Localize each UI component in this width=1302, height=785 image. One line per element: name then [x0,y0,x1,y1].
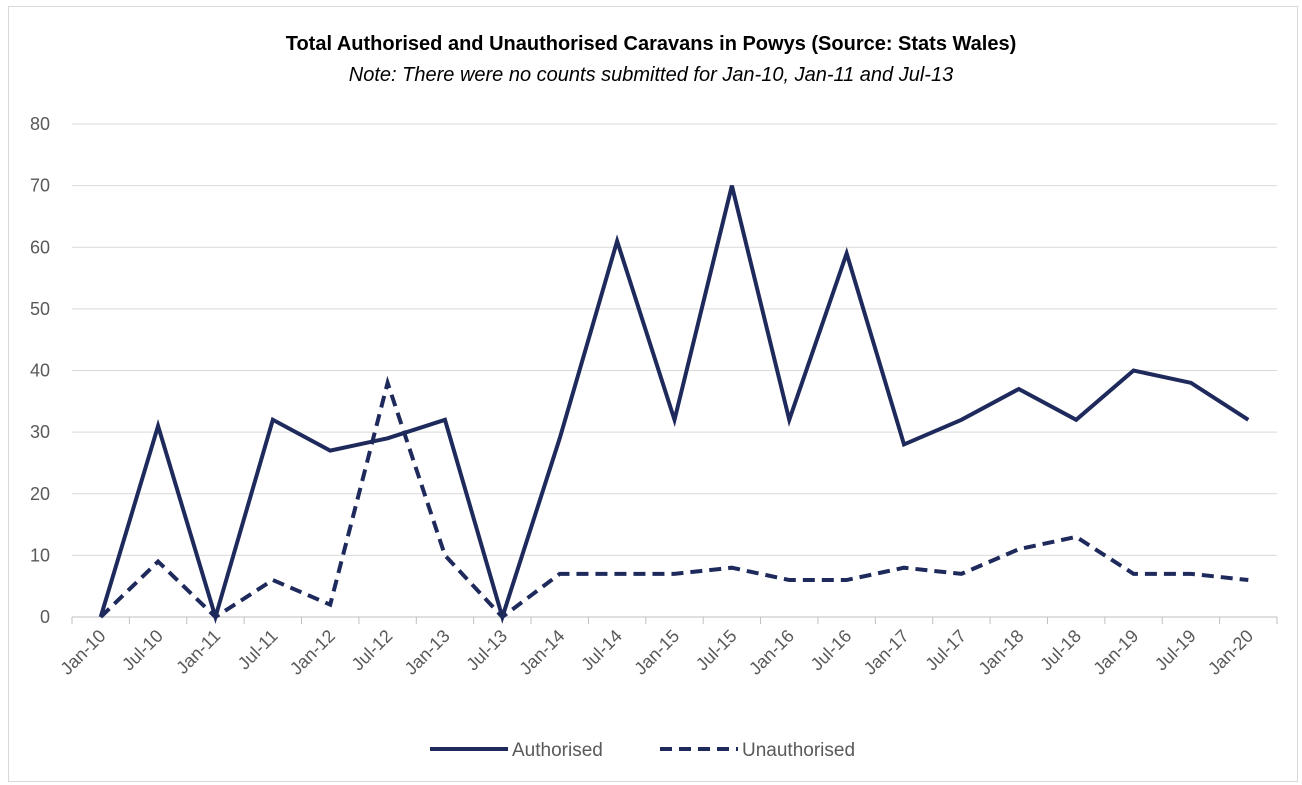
x-tick-label: Jul-10 [118,626,167,675]
y-tick-label: 60 [30,237,50,257]
series-line-authorised [98,185,1250,625]
y-tick-label: 0 [40,607,50,627]
x-tick-label: Jan-14 [516,626,569,679]
x-tick-label: Jul-17 [921,626,970,675]
x-tick-label: Jul-15 [692,626,741,675]
x-axis: Jan-10 Jul-10 Jan-11 Jul-11 Jan-12 Jul-12 Jan-… [56,616,1278,679]
legend-label-authorised: Authorised [512,740,603,761]
legend: Authorised Unauthorised [430,740,855,761]
x-tick-label: Jul-18 [1036,626,1085,675]
x-tick-label: Jul-16 [807,626,856,675]
y-axis-ticks: 0 10 20 30 40 50 60 70 80 [30,114,50,627]
x-tick-label: Jan-15 [630,626,683,679]
gridlines [72,123,1277,556]
x-tick-label: Jan-11 [172,626,224,678]
chart-subtitle: Note: There were no counts submitted for… [349,64,953,86]
y-tick-label: 50 [30,299,50,319]
x-tick-label: Jan-10 [56,626,109,679]
x-tick-label: Jan-12 [286,626,339,679]
y-tick-label: 80 [30,114,50,134]
y-tick-label: 30 [30,422,50,442]
x-tick-label: Jul-13 [462,626,511,675]
x-tick-label: Jan-16 [745,626,798,679]
y-tick-label: 10 [30,545,50,565]
x-tick-label: Jan-17 [860,626,913,679]
series-line-unauthorised [99,375,1249,620]
y-tick-label: 20 [30,484,50,504]
series-lines [98,185,1250,625]
chart-frame [8,6,1298,782]
x-tick-label: Jul-14 [577,626,626,675]
x-tick-label: Jan-20 [1204,626,1257,679]
x-tick-label: Jan-19 [1089,626,1142,679]
x-tick-label: Jan-18 [975,626,1028,679]
y-tick-label: 70 [30,176,50,196]
x-tick-label: Jul-19 [1151,626,1200,675]
x-tick-label: Jul-11 [234,626,282,674]
chart-title: Total Authorised and Unauthorised Carava… [286,33,1017,55]
x-tick-label: Jan-13 [401,626,454,679]
x-tick-label: Jul-12 [348,626,397,675]
legend-label-unauthorised: Unauthorised [742,740,855,761]
y-tick-label: 40 [30,361,50,381]
